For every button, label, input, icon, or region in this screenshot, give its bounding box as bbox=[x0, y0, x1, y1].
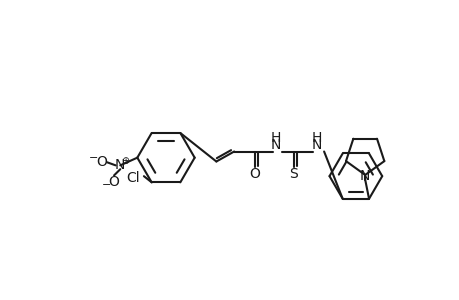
Text: S: S bbox=[289, 167, 297, 181]
Text: N: N bbox=[115, 158, 125, 172]
Text: H: H bbox=[310, 130, 321, 145]
Text: N: N bbox=[270, 138, 280, 152]
Text: H: H bbox=[270, 130, 280, 145]
Text: O: O bbox=[108, 175, 119, 188]
Text: O: O bbox=[249, 167, 260, 181]
Text: Cl: Cl bbox=[126, 171, 140, 185]
Text: N: N bbox=[310, 138, 321, 152]
Text: −: − bbox=[89, 153, 98, 163]
Text: −: − bbox=[101, 180, 111, 190]
Text: O: O bbox=[96, 155, 107, 169]
Text: ⊕: ⊕ bbox=[121, 156, 129, 166]
Text: N: N bbox=[359, 169, 369, 183]
